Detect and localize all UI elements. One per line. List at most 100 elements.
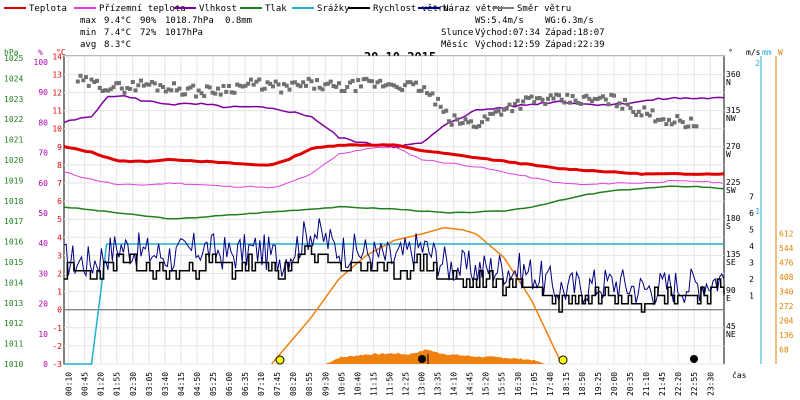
wind-dir-point-141 bbox=[463, 117, 468, 122]
axis-time-tick-8: 04:50 bbox=[193, 372, 202, 396]
axis-pct-tick-0: 0 bbox=[43, 360, 48, 369]
wind-dir-point-92 bbox=[328, 79, 333, 84]
wind-dir-point-100 bbox=[350, 78, 355, 83]
markers-layer bbox=[275, 354, 698, 365]
wind-dir-point-82 bbox=[301, 80, 306, 85]
axis-degc-tick-16: 13 bbox=[52, 70, 62, 79]
wind-dir-point-95 bbox=[337, 81, 341, 86]
wind-dir-point-194 bbox=[609, 92, 614, 97]
wind-dir-point-225 bbox=[694, 124, 699, 129]
wind-dir-point-25 bbox=[144, 82, 149, 87]
wind-dir-point-5 bbox=[89, 77, 94, 82]
wind-dir-point-28 bbox=[152, 81, 157, 86]
axis-mm-unit: mm bbox=[762, 48, 772, 57]
wind-dir-point-149 bbox=[485, 117, 490, 122]
wind-dir-point-103 bbox=[359, 84, 363, 89]
axis-time-tick-29: 17:05 bbox=[530, 372, 539, 396]
wind-dir-point-222 bbox=[686, 124, 691, 129]
wind-dir-point-173 bbox=[551, 96, 556, 101]
wind-dir-point-56 bbox=[229, 90, 234, 95]
series-temperature bbox=[63, 143, 725, 176]
wind-dir-point-203 bbox=[634, 113, 638, 117]
axis-time-tick-33: 19:25 bbox=[594, 372, 603, 396]
wind-dir-point-58 bbox=[235, 82, 240, 87]
wind-dir-point-178 bbox=[565, 92, 570, 97]
wind-dir-point-204 bbox=[636, 109, 641, 114]
wind-dir-point-162 bbox=[521, 99, 526, 104]
wind-dir-point-88 bbox=[317, 85, 322, 90]
axis-time-tick-27: 15:55 bbox=[498, 372, 507, 396]
wind-dir-point-205 bbox=[639, 113, 644, 118]
wind-dir-point-32 bbox=[163, 89, 168, 94]
axis-dir-tick-7: 360 bbox=[726, 70, 741, 79]
wind-dir-point-116 bbox=[394, 85, 399, 89]
stat-max-hum: 90% bbox=[140, 16, 157, 26]
stat-min-press: 1017hPa bbox=[165, 28, 203, 38]
wind-dir-point-40 bbox=[185, 86, 190, 91]
legend-label-1: Přízemní teplota bbox=[99, 4, 186, 14]
wind-dir-point-66 bbox=[257, 77, 262, 82]
axis-pct-tick-5: 50 bbox=[38, 209, 48, 218]
wind-dir-point-223 bbox=[689, 116, 693, 121]
axis-hpa-tick-7: 1017 bbox=[4, 217, 23, 226]
wind-dir-point-175 bbox=[557, 93, 561, 98]
wind-dir-point-181 bbox=[573, 98, 578, 103]
wind-dir-point-209 bbox=[650, 108, 655, 113]
stat-max-temp: 9.4°C bbox=[104, 16, 131, 26]
wind-dir-point-215 bbox=[667, 117, 671, 122]
wind-dir-point-214 bbox=[664, 122, 669, 127]
wind-dir-point-142 bbox=[466, 120, 471, 125]
axis-time-tick-3: 01:55 bbox=[113, 372, 122, 396]
wind-dir-point-219 bbox=[678, 118, 682, 123]
wind-dir-point-179 bbox=[568, 100, 572, 105]
series-solar-area bbox=[325, 349, 546, 364]
wind-dir-point-43 bbox=[194, 94, 198, 99]
axis-ms-tick-2: 3 bbox=[749, 259, 754, 268]
axis-pct-tick-10: 100 bbox=[34, 58, 49, 67]
wind-dir-point-83 bbox=[304, 83, 308, 88]
axis-ms-tick-1: 2 bbox=[749, 275, 754, 284]
axis-dir-tick-6: 315 bbox=[726, 106, 741, 115]
stat-min-temp: 7.4°C bbox=[104, 28, 131, 38]
axis-ms-tick-3: 4 bbox=[749, 242, 754, 251]
wind-dir-point-187 bbox=[590, 99, 594, 104]
wind-dir-point-177 bbox=[562, 100, 567, 105]
wind-dir-point-197 bbox=[617, 101, 622, 106]
wind-dir-point-18 bbox=[125, 86, 130, 90]
legend-label-4: Srážky bbox=[317, 4, 350, 14]
axis-degc-tick-14: 11 bbox=[52, 107, 62, 116]
wind-dir-point-108 bbox=[372, 84, 377, 89]
axis-time-tick-36: 21:10 bbox=[642, 372, 651, 396]
wind-dir-point-198 bbox=[620, 106, 625, 111]
wind-dir-point-15 bbox=[117, 81, 121, 86]
wind-dir-point-114 bbox=[389, 82, 394, 87]
axis-dir-cmp-0: NE bbox=[726, 330, 736, 339]
axis-time-tick-20: 11:50 bbox=[385, 372, 394, 396]
axis-degc-tick-15: 12 bbox=[52, 89, 62, 98]
axis-hpa-tick-0: 1010 bbox=[4, 360, 23, 369]
wind-dir-point-29 bbox=[155, 88, 160, 93]
legend-label-0: Teplota bbox=[29, 4, 67, 14]
series-ground-temp bbox=[63, 145, 725, 189]
wind-dir-point-45 bbox=[199, 91, 204, 96]
wind-dir-point-186 bbox=[587, 96, 592, 101]
wind-dir-point-23 bbox=[139, 78, 143, 83]
wind-dir-point-221 bbox=[683, 125, 688, 130]
axis-degc-tick-8: 5 bbox=[57, 215, 62, 224]
wind-dir-point-134 bbox=[444, 108, 449, 113]
wind-dir-point-102 bbox=[356, 78, 361, 83]
wind-dir-point-41 bbox=[188, 85, 193, 90]
axis-time-tick-11: 06:35 bbox=[241, 372, 250, 396]
axis-degc-tick-17: 14 bbox=[52, 52, 62, 61]
axis-pct-unit: % bbox=[38, 48, 43, 57]
wind-dir-point-191 bbox=[601, 94, 605, 99]
wind-dir-point-93 bbox=[331, 84, 336, 88]
axis-degc-tick-13: 10 bbox=[52, 125, 62, 134]
axis-time-tick-10: 06:00 bbox=[225, 372, 234, 396]
wind-dir-point-124 bbox=[416, 88, 421, 93]
wind-dir-point-158 bbox=[510, 109, 515, 114]
axis-hpa-tick-6: 1016 bbox=[4, 238, 23, 247]
stat-max-label: max bbox=[80, 16, 97, 26]
wind-dir-point-14 bbox=[114, 81, 119, 86]
